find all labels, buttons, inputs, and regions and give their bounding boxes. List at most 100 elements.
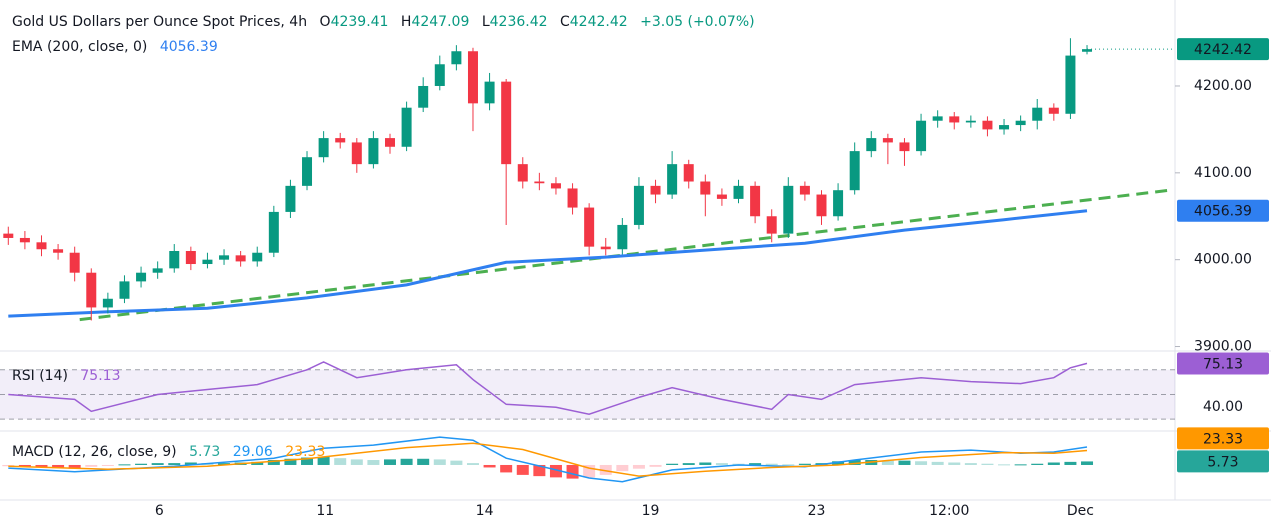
histogram-bar [798,463,811,465]
histogram-bar [168,463,181,465]
ohlc-value: 4242.42 [570,14,628,30]
rsi-label-box [1177,352,1269,375]
ema-line [8,209,1088,318]
histogram-bar [765,463,778,465]
legend-header: Gold US Dollars per Ounce Spot Prices, 4… [12,14,755,30]
histogram-bar [284,458,297,465]
histogram-bar [2,464,15,467]
x-tick-label: 19 [642,503,660,519]
candle-body [650,185,661,195]
candle-body [683,164,694,182]
histogram-bar [699,462,712,465]
ema-price-label-box [1177,199,1269,222]
x-tick-label: 12:00 [929,503,969,519]
candle-body [567,188,578,208]
histogram-bar [400,458,413,465]
x-tick-label: 23 [808,503,826,519]
histogram-bar [549,464,562,478]
histogram-bar [848,460,861,465]
candle-body [783,185,794,234]
ema-value: 4056.39 [160,39,218,55]
histogram-bar [915,461,928,465]
signal-line [8,442,1088,477]
histogram-bar [483,464,496,468]
candle-body [534,181,545,184]
trendline [79,188,1171,322]
histogram-bar [35,464,48,468]
histogram-bar [533,464,546,477]
candle-body [816,194,827,217]
histogram-bar [998,464,1011,466]
candle-body [136,272,147,282]
last-price-label: 4242.42 [1194,42,1252,58]
histogram-bar [898,460,911,465]
y-tick-label: 4000.00 [1194,252,1252,268]
candle-body [501,81,512,165]
histogram-bar [350,459,363,465]
candle-body [252,252,263,262]
histogram-bar [101,464,114,466]
macd-legend: MACD (12, 26, close, 9) 5.73 29.06 23.33 [12,444,325,460]
rsi-value: 75.13 [80,368,120,384]
histogram-value: 5.73 [189,444,220,460]
candle-body [351,142,362,165]
candle-body [368,138,379,165]
signal-label: 23.33 [1203,431,1243,447]
histogram-bar [118,464,131,466]
histogram-bar [832,461,845,465]
candle-body [982,120,993,130]
candle-body [916,120,927,152]
macd-name: MACD (12, 26, close, 9) [12,444,177,460]
histogram-label-box [1177,450,1269,473]
x-tick-label: 6 [155,503,164,519]
candle-body [633,185,644,225]
candle-body [467,51,478,104]
candle-body [434,64,445,86]
candle-body [268,211,279,253]
candle-body [418,85,429,108]
histogram-bar [616,464,629,472]
candle-body [584,207,595,247]
ema-price-label: 4056.39 [1194,204,1252,220]
y-tick-label: 4100.00 [1194,165,1252,181]
candle-body [932,116,943,121]
histogram-bar [1047,462,1060,465]
candle-body [285,185,296,212]
histogram-bar [599,464,612,475]
ohlc-value: 4247.09 [411,14,469,30]
candle-body [302,157,313,186]
y-tick-label: 4200.00 [1194,78,1252,94]
candle-body [86,272,97,308]
histogram-bar [466,463,479,465]
candle-body [899,142,910,152]
ema-legend: EMA (200, close, 0) 4056.39 [12,39,218,55]
histogram-bar [334,458,347,465]
histogram-bar [566,464,579,479]
candle-body [1082,49,1093,52]
candle-body [36,242,47,250]
candle-body [733,185,744,199]
macd-line [8,436,1088,483]
candle-body [202,259,213,265]
histogram-bar [433,459,446,465]
histogram-bar [632,464,645,469]
candle-body [53,249,64,253]
x-tick-label: 11 [316,503,334,519]
candle-body [185,250,196,265]
ohlc-value: 4239.41 [331,14,389,30]
ohlc-label: O [320,14,331,30]
histogram-bar [135,463,148,465]
candle-body [882,138,893,143]
candle-body [335,138,346,143]
candle-body [152,268,163,273]
histogram-bar [18,464,31,467]
histogram-bar [964,463,977,465]
histogram-bar [1031,463,1044,465]
candle-body [3,233,14,238]
histogram-bar [417,458,430,465]
histogram-bar [301,457,314,465]
candle-body [102,298,113,308]
candle-body [169,250,180,269]
histogram-bar [881,460,894,465]
